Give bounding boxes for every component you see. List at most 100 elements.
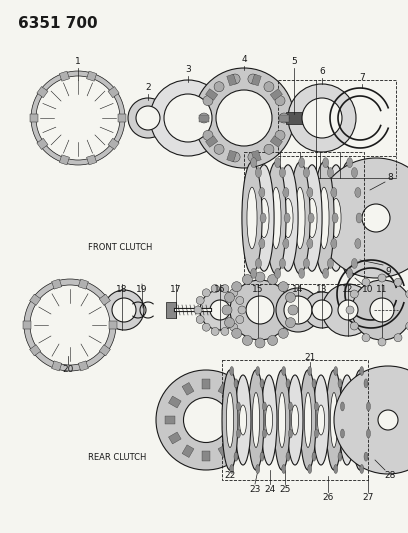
- Circle shape: [362, 204, 390, 232]
- Bar: [227, 74, 237, 86]
- Text: 20: 20: [62, 366, 74, 375]
- Ellipse shape: [242, 162, 262, 274]
- Text: 8: 8: [387, 174, 393, 182]
- Circle shape: [406, 290, 408, 298]
- Ellipse shape: [304, 167, 310, 177]
- Ellipse shape: [251, 158, 257, 168]
- Circle shape: [194, 306, 202, 314]
- Circle shape: [242, 274, 253, 285]
- Ellipse shape: [307, 198, 317, 238]
- Circle shape: [36, 76, 120, 160]
- Circle shape: [196, 296, 204, 304]
- Circle shape: [214, 82, 224, 92]
- Ellipse shape: [300, 370, 316, 470]
- Bar: [231, 432, 244, 444]
- Bar: [251, 74, 261, 86]
- Circle shape: [202, 323, 210, 331]
- Ellipse shape: [334, 367, 338, 375]
- Ellipse shape: [299, 158, 305, 168]
- Ellipse shape: [290, 162, 310, 274]
- Text: 1: 1: [75, 58, 81, 67]
- Ellipse shape: [262, 429, 266, 438]
- Ellipse shape: [248, 370, 264, 470]
- Ellipse shape: [260, 213, 266, 223]
- Circle shape: [236, 316, 244, 324]
- Bar: [30, 294, 41, 305]
- Text: 6351 700: 6351 700: [18, 16, 98, 31]
- Ellipse shape: [275, 269, 281, 278]
- Bar: [206, 88, 218, 100]
- Ellipse shape: [265, 405, 273, 435]
- Text: 25: 25: [279, 486, 290, 495]
- Ellipse shape: [360, 464, 364, 473]
- Circle shape: [194, 68, 294, 168]
- Circle shape: [224, 318, 235, 328]
- Bar: [30, 114, 38, 122]
- Circle shape: [199, 113, 209, 123]
- Text: 28: 28: [384, 472, 396, 481]
- Circle shape: [246, 296, 274, 324]
- Circle shape: [248, 74, 258, 84]
- Circle shape: [255, 338, 265, 348]
- Ellipse shape: [338, 162, 358, 274]
- Circle shape: [362, 278, 370, 286]
- Bar: [169, 396, 181, 408]
- Ellipse shape: [328, 167, 333, 177]
- Ellipse shape: [274, 370, 290, 470]
- Ellipse shape: [262, 402, 266, 411]
- Ellipse shape: [239, 405, 246, 435]
- Ellipse shape: [355, 188, 361, 197]
- Ellipse shape: [279, 259, 286, 269]
- Ellipse shape: [340, 402, 344, 411]
- Circle shape: [203, 131, 213, 140]
- Circle shape: [232, 281, 242, 292]
- Text: 21: 21: [304, 353, 316, 362]
- Bar: [169, 432, 181, 444]
- Circle shape: [394, 278, 402, 286]
- Circle shape: [200, 290, 240, 330]
- Circle shape: [278, 281, 288, 292]
- Bar: [37, 138, 48, 149]
- Circle shape: [394, 334, 402, 342]
- Ellipse shape: [355, 239, 361, 248]
- Bar: [59, 155, 69, 165]
- Text: 12: 12: [342, 286, 354, 295]
- Text: 23: 23: [249, 486, 261, 495]
- Circle shape: [322, 284, 374, 336]
- Bar: [222, 360, 368, 480]
- Ellipse shape: [366, 429, 370, 438]
- Bar: [165, 416, 175, 424]
- Bar: [78, 279, 88, 289]
- Ellipse shape: [253, 392, 259, 448]
- Text: 4: 4: [241, 55, 247, 64]
- Text: 3: 3: [185, 66, 191, 75]
- Bar: [251, 150, 261, 162]
- Circle shape: [378, 410, 398, 430]
- Ellipse shape: [308, 464, 312, 473]
- Circle shape: [362, 334, 370, 342]
- Ellipse shape: [299, 269, 305, 278]
- Circle shape: [211, 285, 219, 293]
- Circle shape: [31, 71, 125, 165]
- Ellipse shape: [237, 402, 240, 411]
- Text: 9: 9: [385, 268, 391, 277]
- Ellipse shape: [259, 188, 265, 197]
- Ellipse shape: [326, 165, 346, 271]
- Ellipse shape: [356, 213, 362, 223]
- Circle shape: [210, 300, 230, 320]
- Bar: [237, 416, 247, 424]
- Bar: [278, 80, 396, 156]
- Circle shape: [222, 305, 232, 315]
- Ellipse shape: [291, 405, 299, 435]
- Ellipse shape: [331, 198, 341, 238]
- Text: 5: 5: [291, 58, 297, 67]
- Ellipse shape: [343, 187, 353, 249]
- Ellipse shape: [312, 452, 316, 461]
- Ellipse shape: [260, 379, 264, 388]
- Circle shape: [346, 306, 354, 314]
- Ellipse shape: [255, 259, 262, 269]
- Circle shape: [216, 90, 272, 146]
- Bar: [166, 302, 176, 318]
- Bar: [270, 136, 282, 147]
- Ellipse shape: [260, 452, 264, 461]
